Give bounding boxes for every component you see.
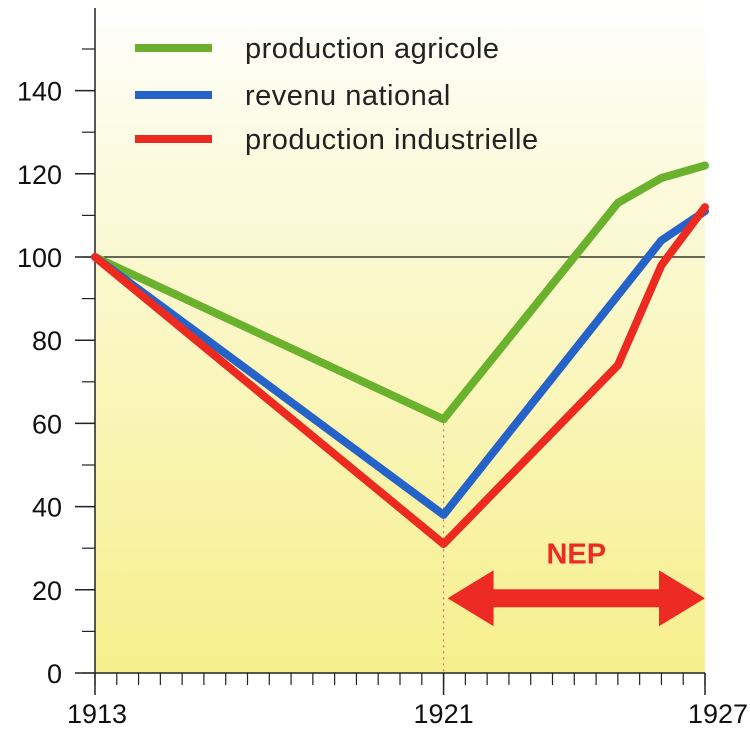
y-tick-label: 120 <box>17 160 62 190</box>
legend-label-production-industrielle: production industrielle <box>245 124 539 156</box>
y-tick-label: 60 <box>32 409 62 439</box>
nep-double-arrow <box>447 570 705 627</box>
y-tick-label: 40 <box>32 493 62 523</box>
y-tick-label: 0 <box>47 659 62 689</box>
x-tick-label: 1927 <box>688 699 748 729</box>
y-tick-label: 140 <box>17 77 62 107</box>
y-tick-label: 80 <box>32 326 62 356</box>
legend-label-production-agricole: production agricole <box>245 33 500 65</box>
y-tick-label: 20 <box>32 576 62 606</box>
series-line-revenu-national <box>91 207 709 519</box>
nep-label: NEP <box>546 538 606 570</box>
y-tick-label: 100 <box>17 243 62 273</box>
x-tick-label: 1921 <box>414 699 474 729</box>
x-tick-label: 1913 <box>67 699 127 729</box>
legend-label-revenu-national: revenu national <box>245 80 451 112</box>
series-line-production-agricole <box>91 161 709 424</box>
series-line-production-industrielle <box>91 203 709 548</box>
